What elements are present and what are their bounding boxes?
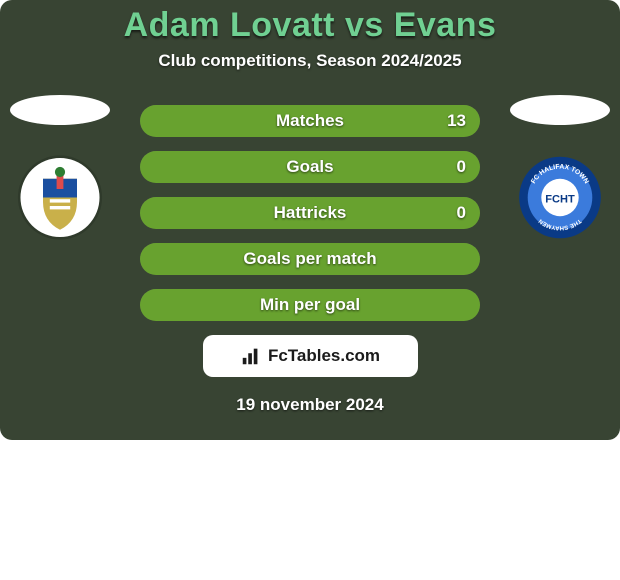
stat-row: Min per goal: [140, 289, 480, 321]
subtitle: Club competitions, Season 2024/2025: [0, 51, 620, 71]
svg-text:FCHT: FCHT: [545, 194, 575, 206]
player-right-avatar-placeholder: [510, 95, 610, 125]
player-left-crest: [10, 155, 110, 240]
stat-row: Hattricks0: [140, 197, 480, 229]
player-left-avatar-placeholder: [10, 95, 110, 125]
stat-row: Goals per match: [140, 243, 480, 275]
page-title: Adam Lovatt vs Evans: [0, 6, 620, 45]
stat-rows: Matches13 Goals0 Hattricks0 Goals per match…: [140, 105, 480, 321]
comparison-content: FCHT FC HALIFAX TOWN THE SHAYMEN Matches…: [0, 105, 620, 415]
stat-value-right: 13: [447, 105, 466, 137]
stat-bar: [140, 243, 480, 275]
stat-row: Matches13: [140, 105, 480, 137]
player-left-column: [0, 95, 120, 240]
stat-row: Goals0: [140, 151, 480, 183]
crest-right-icon: FCHT FC HALIFAX TOWN THE SHAYMEN: [510, 155, 610, 240]
player-right-column: FCHT FC HALIFAX TOWN THE SHAYMEN: [500, 95, 620, 240]
date-stamp: 19 november 2024: [0, 395, 620, 415]
brand-bars-icon: [240, 345, 262, 367]
stat-bar: [140, 289, 480, 321]
stat-bar: [140, 151, 480, 183]
crest-left-icon: [10, 155, 110, 240]
player-right-crest: FCHT FC HALIFAX TOWN THE SHAYMEN: [510, 155, 610, 240]
brand-text: FcTables.com: [268, 346, 380, 366]
stat-bar: [140, 197, 480, 229]
stat-bar: [140, 105, 480, 137]
brand-box: FcTables.com: [203, 335, 418, 377]
stat-value-right: 0: [457, 151, 466, 183]
stat-value-right: 0: [457, 197, 466, 229]
